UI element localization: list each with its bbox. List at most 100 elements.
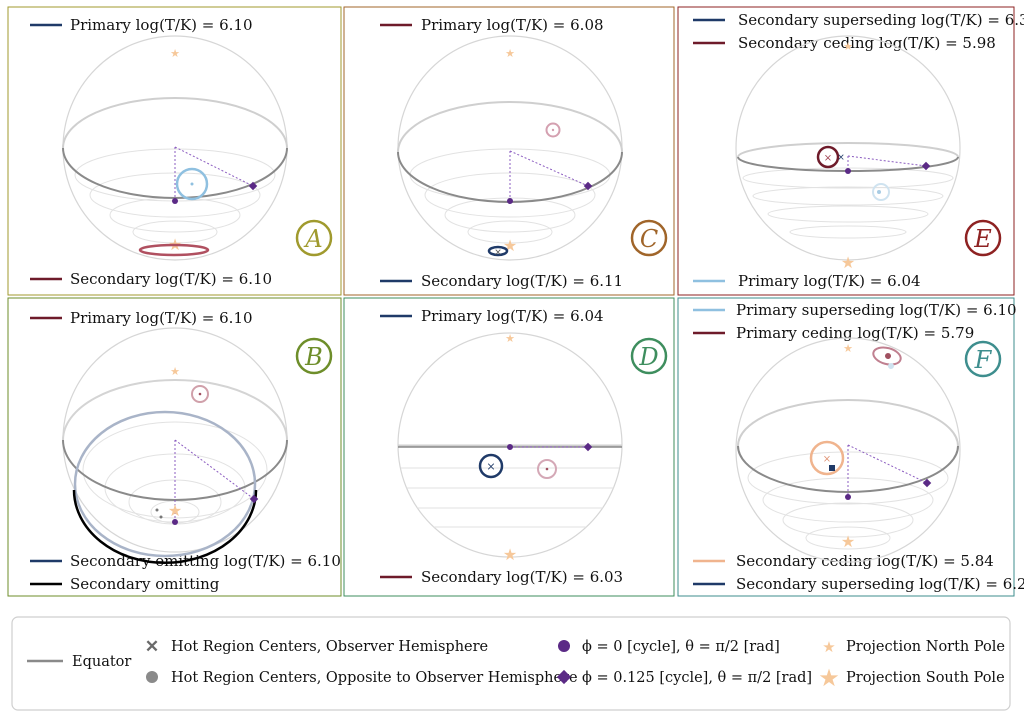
primary-superseding-region	[888, 363, 894, 369]
sphere-outline	[735, 35, 961, 261]
panel-d-legend-top-item: Primary log(T/K) = 6.04	[380, 307, 604, 325]
equator-back	[62, 97, 288, 149]
legend-hot-opposite-label: Hot Region Centers, Opposite to Observer…	[171, 670, 578, 686]
panel-c-legend-bottom-label: Secondary log(T/K) = 6.11	[421, 272, 623, 290]
diamond-marker-icon	[556, 669, 572, 685]
equator-back	[397, 101, 623, 153]
legend-hot-observer-item: ✕ Hot Region Centers, Observer Hemispher…	[145, 637, 488, 657]
panel-d-legend-bottom-label: Secondary log(T/K) = 6.03	[421, 568, 623, 586]
panel-e-legend-top-item: Secondary superseding log(T/K) = 6.36	[693, 11, 1024, 29]
hot-region-center	[545, 467, 549, 471]
south-pole-star: ★	[841, 532, 855, 551]
panel-c-legend-top-label: Primary log(T/K) = 6.08	[421, 16, 604, 34]
phase-guide	[847, 444, 928, 484]
phase-guide	[174, 439, 255, 500]
legend-south-item: ★ Projection South Pole	[818, 664, 1004, 692]
south-star-icon: ★	[818, 664, 840, 692]
panel-f-frame	[677, 297, 1015, 597]
panel-e-letter: E	[973, 225, 992, 253]
panel-a: Primary log(T/K) = 6.10 Secondary log(T/…	[7, 6, 342, 296]
phi125-marker	[248, 181, 258, 191]
panel-b-legend-top-label: Primary log(T/K) = 6.10	[70, 309, 253, 327]
panel-c-frame	[343, 6, 675, 296]
north-pole-star: ★	[170, 47, 180, 60]
panel-e-frame	[677, 6, 1015, 296]
hot-region-center	[877, 190, 881, 194]
secondary-ceding-region	[809, 440, 845, 476]
legend-phi0-label: ϕ = 0 [cycle], θ = π/2 [rad]	[582, 639, 780, 655]
south-pole-star: ★	[503, 545, 517, 564]
panel-a-legend-top-item: Primary log(T/K) = 6.10	[30, 16, 253, 34]
panel-e-legend-top-item: Secondary ceding log(T/K) = 5.98	[693, 34, 996, 52]
equator-back	[737, 399, 959, 447]
secondary-emitting-region	[73, 410, 257, 558]
legend-phi125-label: ϕ = 0.125 [cycle], θ = π/2 [rad]	[582, 670, 812, 686]
panel-f: Primary superseding log(T/K) = 6.10 Prim…	[677, 297, 1024, 597]
equator-back	[62, 379, 288, 441]
panel-d: Primary log(T/K) = 6.04 Secondary log(T/…	[343, 297, 675, 597]
phi125-marker	[922, 478, 932, 488]
phi0-marker	[172, 198, 178, 204]
panel-f-legend-top-item: Primary ceding log(T/K) = 5.79	[693, 324, 974, 342]
primary-hot-region	[872, 183, 890, 201]
observer-cross-marker: ×	[486, 460, 495, 473]
panel-f-legend-bottom-item: Secondary superseding log(T/K) = 6.24	[693, 575, 1024, 593]
south-pole-star: ★	[841, 253, 855, 272]
sphere-outline	[735, 337, 961, 563]
panel-b: Primary log(T/K) = 6.10 Secondary emitti…	[7, 297, 342, 597]
panel-a-frame	[7, 6, 342, 296]
panel-f-legend-top-label-1: Primary superseding log(T/K) = 6.10	[736, 301, 1017, 319]
panel-a-legend-bottom-item: Secondary log(T/K) = 6.10	[30, 270, 272, 288]
phase-guide	[847, 155, 927, 167]
phi125-marker	[921, 161, 931, 171]
panel-b-legend-top-item: Primary log(T/K) = 6.10	[30, 309, 253, 327]
primary-hot-region	[191, 385, 209, 403]
panel-e-letter-badge	[964, 219, 1002, 257]
legend-phi0-item: ϕ = 0 [cycle], θ = π/2 [rad]	[558, 639, 780, 655]
panel-a-legend-bottom-label: Secondary log(T/K) = 6.10	[70, 270, 272, 288]
panel-c-letter-badge	[630, 219, 668, 257]
secondary-superseding-region	[829, 465, 835, 471]
panel-d-letter: D	[638, 343, 658, 371]
legend-north-label: Projection North Pole	[846, 639, 1005, 655]
panel-d-sphere: ★ ★ ×	[397, 332, 623, 564]
panel-e: Secondary superseding log(T/K) = 6.36 Se…	[677, 6, 1024, 296]
secondary-hot-region	[537, 459, 557, 479]
hot-region-center	[551, 128, 555, 132]
panel-d-frame	[343, 297, 675, 597]
south-pole-star: ★	[168, 501, 182, 520]
panel-b-frame	[7, 297, 342, 597]
panel-c: Primary log(T/K) = 6.08 Secondary log(T/…	[343, 6, 675, 296]
north-star-icon: ★	[822, 638, 835, 656]
panel-b-legend-bottom-item: Secondary omitting	[30, 575, 220, 593]
legend-hot-opposite-item: Hot Region Centers, Opposite to Observer…	[146, 670, 578, 686]
hot-region-center	[198, 392, 202, 396]
phi125-marker	[583, 442, 593, 452]
legend-hot-observer-label: Hot Region Centers, Observer Hemisphere	[171, 639, 488, 655]
panel-f-sphere: ★ ★ ×	[735, 337, 961, 563]
primary-hot-region	[175, 167, 209, 201]
legend-equator-label: Equator	[72, 654, 131, 670]
phi0-marker	[845, 494, 851, 500]
panel-b-legend-bottom-label-1: Secondary emitting log(T/K) = 6.10	[70, 552, 341, 570]
cross-icon: ✕	[145, 637, 159, 657]
sphere-outline	[397, 35, 623, 261]
observer-cross-marker: ×	[824, 153, 832, 164]
panel-f-legend-bottom-item: Secondary ceding log(T/K) = 5.84	[693, 552, 994, 570]
dot-icon	[146, 671, 158, 683]
hot-region-center-opposite	[155, 508, 159, 512]
phi0-marker	[507, 198, 513, 204]
secondary-hot-region	[138, 243, 210, 257]
phi125-marker	[249, 494, 259, 504]
panel-b-legend-bottom-label-2: Secondary omitting	[70, 575, 220, 593]
phase-guide	[174, 146, 254, 187]
north-pole-star: ★	[843, 342, 853, 355]
panel-a-letter-badge	[295, 219, 333, 257]
latitude-lines	[401, 467, 619, 528]
observer-cross-marker: ×	[823, 454, 831, 465]
secondary-omitting-region	[72, 489, 258, 565]
north-pole-star: ★	[505, 47, 515, 60]
panel-b-letter-badge	[295, 337, 333, 375]
panel-e-legend-bottom-label: Primary log(T/K) = 6.04	[738, 272, 921, 290]
legend-north-item: ★ Projection North Pole	[822, 638, 1005, 656]
